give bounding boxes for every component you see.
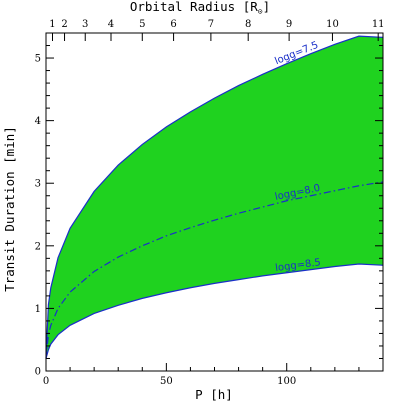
- y-tick-label: 5: [35, 54, 41, 65]
- duration-range-fill: [46, 36, 383, 359]
- top-tick-label: 8: [245, 19, 251, 30]
- x-tick-label: 100: [277, 376, 296, 387]
- series-line-3: [45, 263, 384, 359]
- fill-band: [46, 36, 383, 359]
- y-tick-label: 2: [35, 241, 41, 252]
- top-tick-label: 1: [49, 19, 55, 30]
- axis-ticks: [45, 32, 384, 372]
- top-tick-label: 4: [108, 19, 114, 30]
- y-tick-label: 3: [35, 179, 41, 190]
- x-tick-label: 50: [160, 376, 173, 387]
- top-tick-label: 11: [372, 19, 385, 30]
- y-tick-label: 1: [35, 304, 41, 315]
- top-tick-label: 2: [61, 19, 67, 30]
- series-lines: [45, 35, 384, 359]
- y-axis-title: Transit Duration [min]: [2, 126, 17, 292]
- top-tick-label: 9: [286, 19, 292, 30]
- y-tick-label: 0: [35, 367, 41, 378]
- top-tick-label: 5: [139, 19, 145, 30]
- top-tick-label: 10: [326, 19, 339, 30]
- x-axis-title: P [h]: [195, 387, 233, 402]
- top-tick-label: 6: [170, 19, 176, 30]
- y-tick-label: 4: [35, 116, 41, 127]
- top-axis-title: Orbital Radius [R⊙]: [130, 0, 270, 16]
- top-tick-label: 3: [82, 19, 88, 30]
- top-tick-label: 7: [208, 19, 214, 30]
- series-line-2: [45, 181, 384, 359]
- series-line-1: [45, 35, 384, 359]
- x-tick-label: 0: [43, 376, 49, 387]
